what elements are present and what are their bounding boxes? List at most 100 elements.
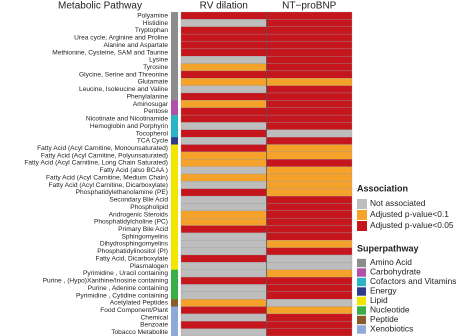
superpathway-cell (171, 299, 178, 307)
row-label: Phospholipid (130, 204, 168, 211)
cell (266, 321, 353, 329)
cell (180, 56, 267, 64)
superpathway-cell (171, 107, 178, 116)
legend-label: Peptide (370, 314, 399, 324)
legend-label: Adjusted p-value<0.05 (370, 220, 454, 230)
superpathway-cell (171, 26, 178, 35)
cell (266, 306, 353, 315)
row-label: Fatty Acid (also BCAA ) (99, 167, 168, 174)
superpathway-cell (171, 159, 178, 167)
legend-swatch (357, 306, 366, 315)
cell (180, 203, 267, 211)
row-label: Plasmalogen (130, 263, 168, 270)
cell (180, 63, 267, 72)
legend-swatch (357, 287, 366, 296)
cell (180, 26, 267, 35)
legend-swatch (357, 199, 367, 209)
superpathway-cell (171, 56, 178, 64)
cell (266, 56, 353, 64)
cell (266, 284, 353, 292)
cell (266, 299, 353, 307)
cell (180, 328, 267, 336)
cell (180, 41, 267, 49)
cell (180, 144, 267, 153)
cell (180, 85, 267, 94)
row-label: Androgenic Steroids (109, 211, 169, 218)
cell (266, 41, 353, 49)
row-label: Sphingomyelins (121, 233, 168, 240)
superpathway-cell (171, 262, 178, 270)
cell (266, 313, 353, 322)
superpathway-cell (171, 137, 178, 145)
cell (266, 48, 353, 57)
row-label: Fatty Acid (Acyl Carnitine, Long Chain S… (24, 160, 168, 167)
superpathway-cell (171, 93, 178, 101)
row-label: Fatty Acid, Dicarboxylate (95, 255, 168, 262)
cell (266, 195, 353, 204)
cell (266, 240, 353, 248)
superpathway-cell (171, 232, 178, 241)
cell (266, 129, 353, 138)
row-label: Polyamine (137, 12, 168, 19)
cell (180, 232, 267, 241)
row-label: Tyrosine (143, 64, 168, 71)
superpathway-cell (171, 203, 178, 212)
cell (180, 114, 267, 123)
row-label: Phosphatidylinositol (PI) (97, 248, 168, 255)
cell (266, 63, 353, 72)
cell (266, 137, 353, 145)
cell (180, 247, 267, 256)
superpathway-cell (171, 48, 178, 57)
row-label: Fatty Acid (Acyl Carnitine, Medium Chain… (46, 174, 168, 181)
cell (266, 262, 353, 270)
legend-swatch (357, 277, 366, 287)
row-label: Glycine, Serine and Threonine (79, 71, 168, 78)
cell (180, 225, 267, 234)
superpathway-cell (171, 122, 178, 131)
superpathway-cell (171, 129, 178, 138)
cell (180, 262, 267, 270)
title: Metabolic Pathway (58, 1, 142, 12)
cell (266, 328, 353, 336)
cell (180, 313, 267, 322)
row-label: Lysine (149, 57, 168, 64)
superpathway-cell (171, 85, 178, 94)
legend-label: Carbohydrate (370, 267, 421, 277)
cell (266, 92, 353, 101)
cell (266, 269, 353, 278)
cell (266, 122, 353, 130)
row-label: Methionine, Cysteine, SAM and Taurine (52, 49, 168, 56)
cell (180, 269, 267, 278)
superpathway-cell (171, 306, 178, 315)
legend-label: Amino Acid (370, 257, 412, 267)
row-label: Phosphatidylethanolamine (PE) (76, 189, 168, 196)
row-label: Tryptophan (135, 27, 168, 34)
superpathway-cell (171, 284, 178, 293)
legend-label: Xenobiotics (370, 324, 413, 334)
cell (266, 254, 353, 263)
superpathway-cell (171, 181, 178, 189)
row-label: Fatty Acid (Acyl Carnitine, Dicarboxylat… (49, 182, 168, 189)
superpathway-cell (171, 277, 178, 285)
legend-swatch (357, 315, 366, 325)
cell (180, 11, 267, 20)
legend-swatch (357, 258, 366, 268)
row-label: Hemoglobin and Porphyrin (90, 123, 168, 130)
superpathway-cell (171, 218, 178, 226)
cell (180, 276, 267, 285)
legend-label: Lipid (370, 295, 388, 305)
cell (266, 276, 353, 285)
cell (180, 48, 267, 57)
cell (180, 151, 267, 160)
cell (180, 33, 267, 42)
cell (180, 218, 267, 226)
cell (180, 137, 267, 145)
row-label: Phenylalanine (127, 93, 169, 100)
superpathway-cell (171, 151, 178, 160)
column-header: NT−proBNP (282, 1, 337, 12)
superpathway-cell (171, 166, 178, 175)
cell (180, 173, 267, 182)
cell (266, 232, 353, 241)
cell (180, 129, 267, 138)
